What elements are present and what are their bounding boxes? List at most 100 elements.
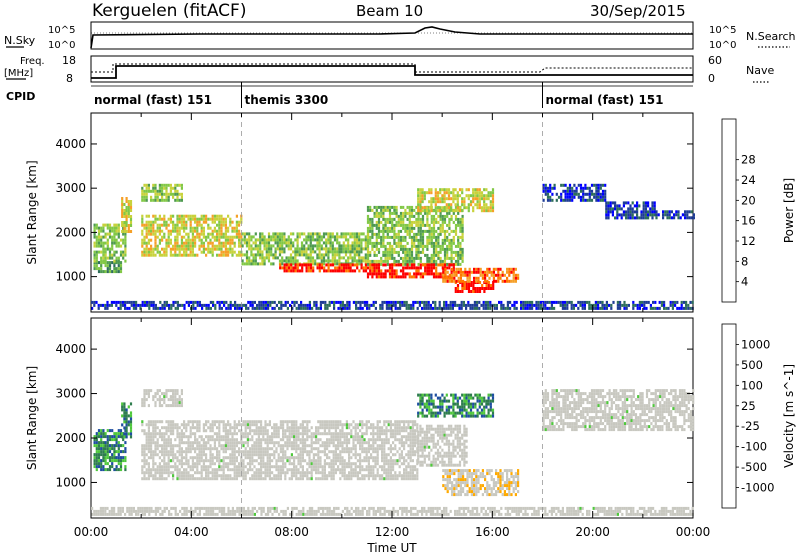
range-cell xyxy=(224,238,227,242)
range-cell xyxy=(222,220,225,224)
range-cell xyxy=(413,263,416,267)
range-cell xyxy=(388,205,392,209)
range-cell xyxy=(595,186,598,190)
range-cell xyxy=(402,235,405,239)
range-cell xyxy=(231,250,234,254)
range-cell xyxy=(348,300,351,304)
range-cell xyxy=(355,241,359,245)
range-cell xyxy=(680,306,683,310)
range-cell xyxy=(267,256,271,260)
range-cell xyxy=(315,465,318,469)
range-cell xyxy=(421,247,425,251)
search-tick-top: 10^5 xyxy=(709,25,736,36)
range-cell xyxy=(421,235,425,239)
range-cell xyxy=(566,189,569,193)
range-cell xyxy=(233,423,236,427)
range-cell xyxy=(372,300,375,304)
range-cell xyxy=(391,235,394,239)
range-cell xyxy=(339,444,342,448)
range-cell xyxy=(176,214,179,218)
range-cell xyxy=(475,270,478,274)
range-cell xyxy=(343,465,346,469)
range-cell xyxy=(267,238,271,242)
range-cell xyxy=(454,209,457,213)
range-cell xyxy=(597,306,600,310)
range-cell xyxy=(651,216,654,220)
range-cell xyxy=(220,465,223,469)
range-cell xyxy=(97,444,101,448)
range-cell xyxy=(93,229,96,233)
range-cell xyxy=(229,244,232,248)
range-cell xyxy=(413,235,416,239)
range-cell xyxy=(127,230,130,233)
range-cell xyxy=(104,241,107,245)
range-cell xyxy=(428,229,431,233)
range-cell xyxy=(470,281,473,284)
range-cell xyxy=(432,235,436,239)
range-cell xyxy=(172,432,175,436)
range-cell xyxy=(437,226,440,230)
range-cell xyxy=(267,250,271,254)
range-cell xyxy=(246,435,249,439)
range-cell xyxy=(452,235,455,239)
range-cell xyxy=(213,217,216,221)
range-cell xyxy=(450,259,453,263)
range-cell xyxy=(213,444,216,448)
range-cell xyxy=(125,429,128,433)
range-cell xyxy=(108,264,112,268)
range-cell xyxy=(289,232,293,236)
range-cell xyxy=(522,306,525,310)
range-cell xyxy=(456,191,459,195)
range-cell xyxy=(443,232,447,236)
range-cell xyxy=(256,250,260,254)
range-cell xyxy=(448,266,451,270)
range-cell xyxy=(430,235,433,239)
range-cell xyxy=(95,244,98,248)
range-cell xyxy=(263,241,266,245)
range-cell xyxy=(314,250,317,254)
range-cell xyxy=(233,429,236,433)
range-cell xyxy=(395,241,398,245)
range-cell xyxy=(343,432,346,436)
range-cell xyxy=(262,471,265,475)
range-cell xyxy=(309,259,312,263)
range-cell xyxy=(123,426,126,430)
range-cell xyxy=(393,256,396,260)
range-cell xyxy=(163,462,166,466)
range-cell xyxy=(599,186,602,190)
range-cell xyxy=(285,256,288,260)
range-cell xyxy=(301,423,304,427)
range-cell xyxy=(297,453,300,457)
range-cell xyxy=(397,229,400,233)
range-cell xyxy=(439,200,442,204)
range-cell xyxy=(575,186,578,190)
range-cell xyxy=(638,303,641,307)
range-cell xyxy=(299,438,302,442)
range-cell xyxy=(264,453,267,457)
range-cell xyxy=(276,244,279,248)
range-cell xyxy=(573,189,576,193)
range-cell xyxy=(421,200,424,204)
range-cell xyxy=(681,213,684,217)
range-cell xyxy=(100,235,103,239)
range-cell xyxy=(288,426,291,430)
range-cell xyxy=(358,247,361,251)
range-cell xyxy=(402,275,405,279)
range-cell xyxy=(143,429,146,433)
range-cell xyxy=(432,244,436,248)
range-cell xyxy=(299,432,302,436)
range-cell xyxy=(125,209,128,212)
range-cell xyxy=(256,238,260,242)
range-cell xyxy=(167,423,170,427)
range-cell xyxy=(406,253,409,257)
range-cell xyxy=(437,214,440,218)
range-cell xyxy=(480,206,484,210)
range-cell xyxy=(143,447,146,451)
range-cell xyxy=(380,269,383,273)
nave-tick-60: 60 xyxy=(708,54,722,67)
range-cell xyxy=(474,287,477,290)
range-cell xyxy=(196,220,199,224)
range-cell xyxy=(165,420,168,424)
range-cell xyxy=(329,235,332,239)
range-cell xyxy=(95,453,98,457)
